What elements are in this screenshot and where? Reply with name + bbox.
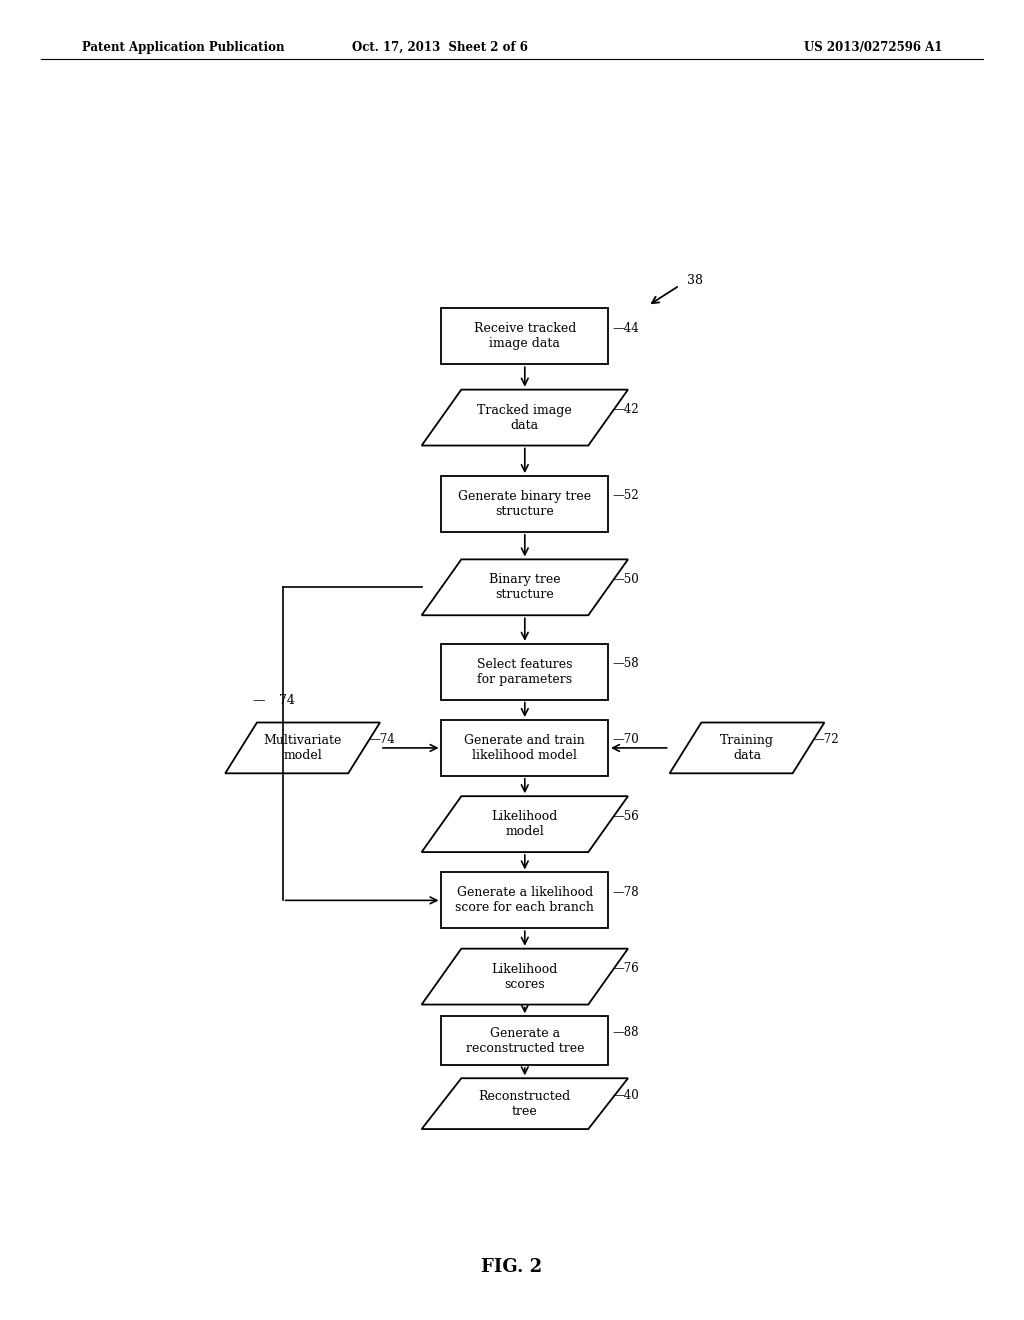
Text: —50: —50 [612, 573, 639, 586]
Bar [441, 1016, 608, 1065]
Polygon shape [422, 1078, 628, 1129]
Text: 38: 38 [687, 273, 703, 286]
Text: Likelihood
scores: Likelihood scores [492, 962, 558, 990]
Text: Generate binary tree
structure: Generate binary tree structure [458, 490, 592, 517]
Text: —88: —88 [612, 1026, 639, 1039]
Text: —42: —42 [612, 403, 639, 416]
Text: —78: —78 [612, 886, 639, 899]
Text: Training
data: Training data [720, 734, 774, 762]
Text: —40: —40 [612, 1089, 639, 1102]
Bar [441, 309, 608, 364]
Polygon shape [670, 722, 824, 774]
Text: —76: —76 [612, 962, 639, 975]
Text: —: — [253, 693, 265, 706]
Polygon shape [225, 722, 380, 774]
Text: Generate and train
likelihood model: Generate and train likelihood model [465, 734, 585, 762]
Text: —70: —70 [612, 734, 639, 746]
Text: —56: —56 [612, 809, 639, 822]
Text: FIG. 2: FIG. 2 [481, 1258, 543, 1276]
Text: Multivariate
model: Multivariate model [263, 734, 342, 762]
Text: —44: —44 [612, 322, 639, 335]
Polygon shape [422, 389, 628, 446]
Text: US 2013/0272596 A1: US 2013/0272596 A1 [804, 41, 942, 54]
Text: —52: —52 [612, 490, 639, 503]
Text: —74: —74 [368, 734, 395, 746]
Text: Tracked image
data: Tracked image data [477, 404, 572, 432]
Polygon shape [422, 796, 628, 853]
Text: Generate a likelihood
score for each branch: Generate a likelihood score for each bra… [456, 886, 594, 915]
Bar [441, 873, 608, 928]
Text: Oct. 17, 2013  Sheet 2 of 6: Oct. 17, 2013 Sheet 2 of 6 [352, 41, 528, 54]
Text: —58: —58 [612, 657, 639, 671]
Text: Likelihood
model: Likelihood model [492, 810, 558, 838]
Polygon shape [422, 560, 628, 615]
Text: Patent Application Publication: Patent Application Publication [82, 41, 285, 54]
Bar [441, 719, 608, 776]
Text: Receive tracked
image data: Receive tracked image data [474, 322, 575, 350]
Text: Binary tree
structure: Binary tree structure [489, 573, 560, 602]
Text: Reconstructed
tree: Reconstructed tree [478, 1089, 571, 1118]
Text: 74: 74 [279, 693, 295, 706]
Text: Select features
for parameters: Select features for parameters [477, 657, 572, 685]
Text: —72: —72 [812, 734, 839, 746]
Polygon shape [422, 949, 628, 1005]
Bar [441, 477, 608, 532]
Bar [441, 644, 608, 700]
Text: Generate a
reconstructed tree: Generate a reconstructed tree [466, 1027, 584, 1055]
